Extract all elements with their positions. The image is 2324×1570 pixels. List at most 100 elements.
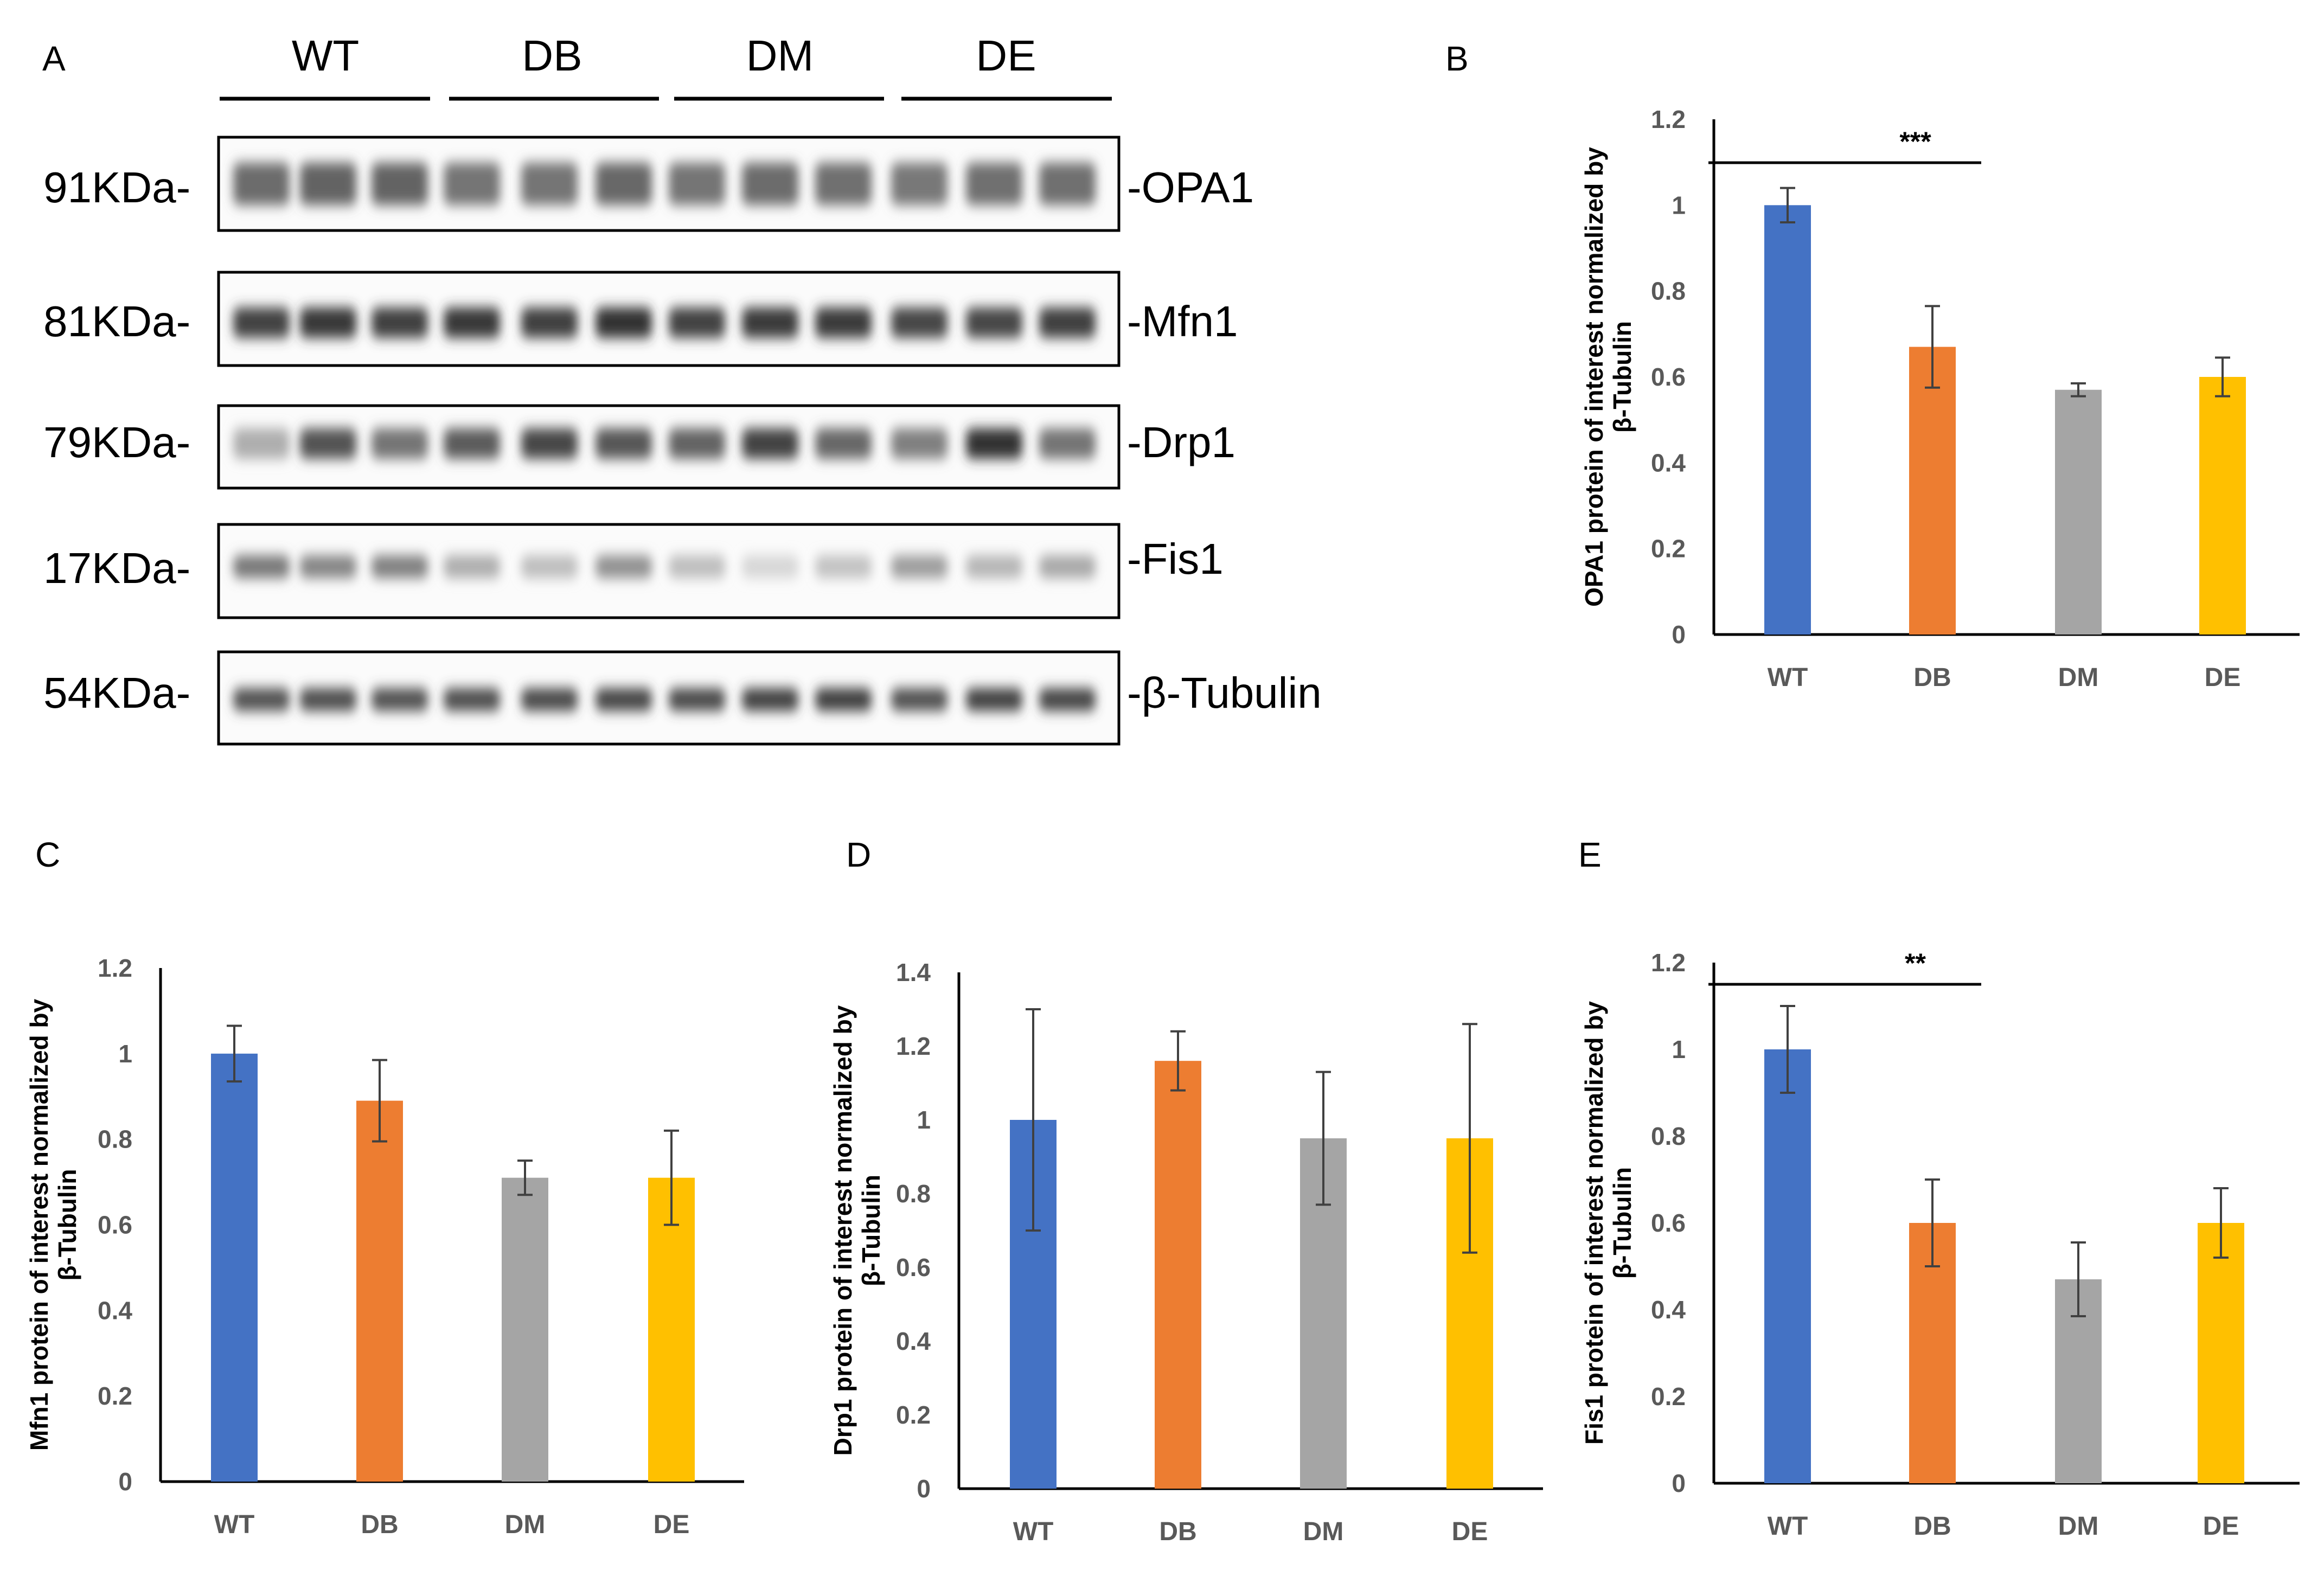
y-tick-label: 1	[1672, 1035, 1686, 1063]
blot-row-beta-tubulin: 54KDa- -β-Tubulin	[43, 650, 1322, 746]
blot-band	[300, 555, 356, 578]
blot-band	[444, 163, 500, 205]
blot-band	[233, 428, 290, 459]
x-tick-label: DE	[2203, 1512, 2239, 1541]
y-tick-label: 0	[917, 1475, 931, 1503]
y-tick-label: 0.6	[98, 1211, 132, 1239]
blot-band	[444, 307, 500, 338]
y-tick-label: 0.6	[1651, 1209, 1686, 1237]
blot-mw-label: 91KDa-	[43, 163, 190, 212]
y-tick-label: 0	[118, 1468, 132, 1496]
blot-band	[300, 163, 356, 205]
y-tick-label: 0.6	[896, 1253, 931, 1281]
blot-band	[742, 428, 798, 459]
significance-label: ***	[1899, 126, 1931, 157]
blot-band	[596, 307, 652, 338]
blot-band	[742, 163, 798, 205]
blot-band	[966, 428, 1022, 459]
blot-band	[596, 163, 652, 205]
blot-band	[596, 688, 652, 711]
blot-band	[669, 688, 725, 711]
blot-band	[444, 428, 500, 459]
x-tick-label: DM	[2058, 663, 2099, 692]
chart-drp1: 0 0.2 0.4 0.6 0.8 1 1.2 1.4 WT DB DM DE Drp1 protein…	[829, 958, 1543, 1546]
blot-band	[966, 688, 1022, 711]
y-axis-title-line: OPA1 protein of interest normalized by	[1580, 147, 1608, 607]
blot-band	[372, 688, 428, 711]
x-tick-label: WT	[1013, 1517, 1054, 1546]
x-tick-label: DM	[505, 1510, 546, 1539]
blot-protein-label: -β-Tubulin	[1127, 669, 1322, 717]
blot-mw-label: 17KDa-	[43, 544, 190, 592]
y-tick-label: 0.4	[896, 1327, 931, 1355]
blot-band	[1039, 555, 1096, 578]
blot-row-opa1: 91KDa- -OPA1	[43, 136, 1254, 232]
y-tick-label: 0.8	[1651, 277, 1686, 305]
y-tick-label: 0.2	[1651, 1382, 1686, 1411]
blot-row-drp1: 79KDa- -Drp1	[43, 404, 1235, 490]
blot-band	[966, 163, 1022, 205]
blot-band	[521, 163, 578, 205]
y-axis-title-line: β-Tubulin	[1608, 321, 1636, 433]
significance-label: **	[1905, 948, 1926, 978]
y-tick-label: 0.4	[98, 1296, 132, 1324]
chart-opa1: 0 0.2 0.4 0.6 0.8 1 1.2 WT DB DM DE OPA1 protein of…	[1580, 105, 2300, 692]
y-tick-label: 0.2	[896, 1401, 931, 1429]
blot-band	[233, 688, 290, 711]
x-tick-label: WT	[1768, 663, 1808, 692]
blot-band	[596, 555, 652, 578]
blot-band	[966, 307, 1022, 338]
blot-band	[815, 307, 872, 338]
blot-band	[742, 688, 798, 711]
y-tick-label: 0.2	[1651, 535, 1686, 563]
blot-band	[669, 555, 725, 578]
blot-row-fis1: 17KDa- -Fis1	[43, 523, 1224, 619]
blot-protein-label: -Mfn1	[1127, 297, 1238, 345]
blot-band	[521, 688, 578, 711]
y-axis-title-line: β-Tubulin	[857, 1175, 885, 1286]
y-tick-label: 1	[917, 1106, 931, 1134]
blot-band	[742, 307, 798, 338]
blot-band	[815, 688, 872, 711]
western-blot-panel: WT DB DM DE 91KDa- -OPA1 81KDa- -Mfn1 79…	[43, 31, 1322, 746]
y-tick-label: 1.2	[1651, 949, 1686, 977]
blot-band	[300, 688, 356, 711]
blot-band	[891, 688, 947, 711]
x-tick-label: DB	[1913, 663, 1951, 692]
x-tick-label: DB	[1913, 1512, 1951, 1541]
blot-group-label-de: DE	[976, 31, 1036, 80]
blot-group-label-db: DB	[522, 31, 582, 80]
bar-dm	[502, 1177, 548, 1482]
bar-db	[356, 1100, 403, 1482]
bar-wt	[1764, 205, 1811, 635]
chart-fis1: 0 0.2 0.4 0.6 0.8 1 1.2 WT DB DM DE Fis1 protein of…	[1580, 948, 2300, 1541]
x-tick-label: DE	[654, 1510, 690, 1539]
blot-band	[300, 428, 356, 459]
blot-row-mfn1: 81KDa- -Mfn1	[43, 271, 1238, 367]
bar-de	[648, 1177, 695, 1482]
blot-band	[233, 307, 290, 338]
y-tick-label: 0.8	[896, 1180, 931, 1208]
blot-band	[372, 555, 428, 578]
blot-band	[521, 428, 578, 459]
blot-band	[815, 163, 872, 205]
y-tick-label: 0	[1672, 1469, 1686, 1497]
panel-label-a: A	[42, 39, 66, 78]
blot-band	[669, 163, 725, 205]
blot-band	[444, 555, 500, 578]
blot-band	[815, 555, 872, 578]
chart-mfn1: 0 0.2 0.4 0.6 0.8 1 1.2 WT DB DM DE Mfn1 protein of…	[25, 954, 744, 1539]
x-tick-label: DB	[1159, 1517, 1196, 1546]
blot-band	[521, 307, 578, 338]
bar-wt	[211, 1053, 258, 1482]
x-tick-label: DE	[1452, 1517, 1488, 1546]
blot-protein-label: -OPA1	[1127, 163, 1254, 212]
blot-protein-label: -Drp1	[1127, 418, 1235, 466]
blot-band	[891, 555, 947, 578]
panel-label-c: C	[35, 835, 60, 874]
panel-label-b: B	[1445, 39, 1469, 78]
blot-band	[742, 555, 798, 578]
blot-band	[233, 555, 290, 578]
y-axis-title-line: Fis1 protein of interest normalized by	[1580, 1001, 1608, 1445]
